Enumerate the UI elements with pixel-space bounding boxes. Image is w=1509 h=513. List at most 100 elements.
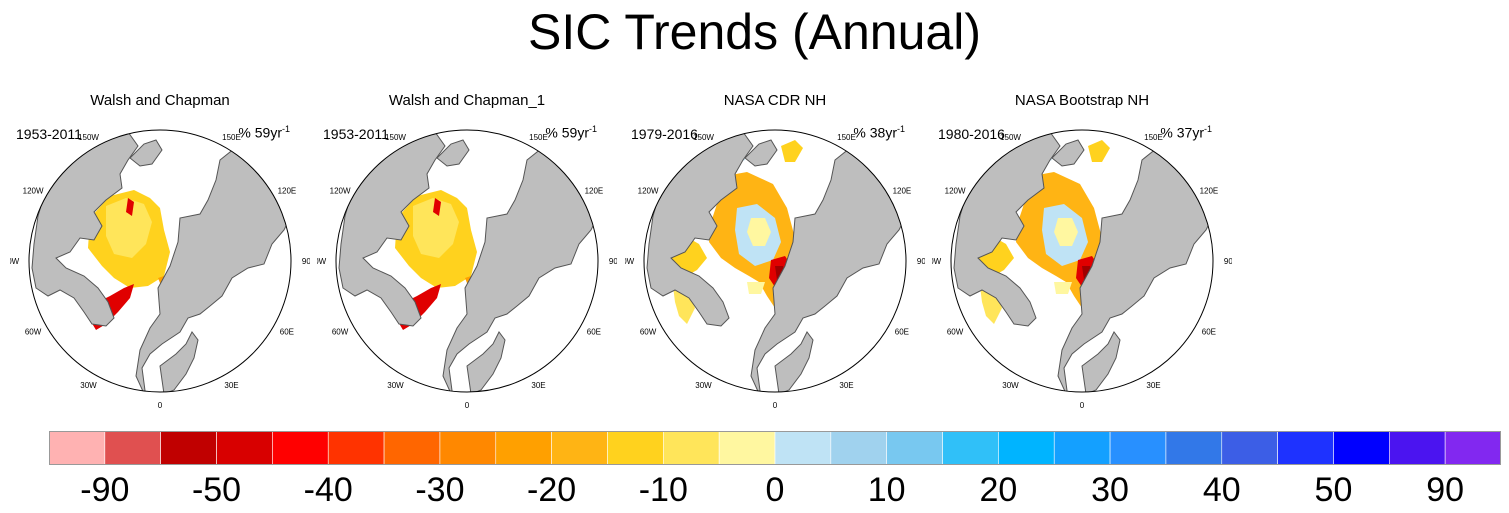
colorbar-tick-label: -90 [80,471,130,509]
longitude-label: 120E [893,187,912,196]
ice-trend-region [1054,282,1072,294]
longitude-label: 120W [330,187,351,196]
colorbar-swatch [160,431,217,465]
ice-trend-region [413,198,459,258]
ice-trend-region [433,198,441,216]
longitude-label: 60E [895,328,909,337]
colorbar-swatch [49,431,106,465]
longitude-label: 60E [587,328,601,337]
longitude-label: 60W [25,328,42,337]
longitude-label: 0 [158,401,163,408]
longitude-label: 60E [280,328,294,337]
colorbar-swatch [495,431,552,465]
longitude-label: 60E [1202,328,1216,337]
longitude-label: 180 [153,118,167,120]
panel-stat-exponent: -1 [1203,124,1212,134]
land-mass [1051,139,1085,167]
longitude-label: 30E [839,381,853,390]
land-mass [466,331,506,392]
colorbar-tick-label: 10 [867,471,906,509]
map-panel: Walsh and Chapman 1953-2011 % 59yr-1 180… [10,90,310,410]
ice-trend-region [980,286,1002,324]
longitude-label: 180 [768,118,782,120]
longitude-label: 90W [317,257,327,266]
panel-period: 1979-2016 [631,126,698,142]
colorbar-swatch [272,431,329,465]
land-mass [774,331,814,392]
longitude-label: 30E [224,381,238,390]
panel-title: Walsh and Chapman [90,92,230,109]
colorbar-tick-label: 0 [765,471,785,509]
longitude-label: 120E [1200,187,1219,196]
longitude-label: 150W [78,133,99,142]
longitude-label: 60W [947,328,964,337]
colorbar-swatch [1109,431,1167,465]
panel-period: 1953-2011 [323,126,389,142]
panel-stat: % 59yr-1 [238,124,290,141]
map-panel: NASA Bootstrap NH 1980-2016 % 37yr-1 180… [932,90,1232,410]
longitude-label: 0 [1080,401,1085,408]
land-mass [953,131,1061,327]
colorbar-swatch [551,431,608,465]
colorbar-tick-label: 90 [1426,471,1465,509]
panel-stat: % 38yr-1 [853,124,905,141]
longitude-label: 120E [278,187,297,196]
longitude-label: 90W [625,257,635,266]
land-mass [646,131,754,327]
colorbar-swatch [1277,431,1334,465]
colorbar-swatch [998,431,1055,465]
longitude-label: 0 [465,401,470,408]
colorbar-swatch [327,431,385,465]
longitude-label: 150E [222,133,241,142]
polar-map: 180 150E 120E 90E 60E 30E 0 30W 60W 90W 120W 150W [625,118,925,408]
map-panel: NASA CDR NH 1979-2016 % 38yr-1 180 150E 12… [625,90,925,410]
colorbar-swatch [886,431,943,465]
map-boundary [335,129,599,393]
ice-trend-region [1088,140,1110,162]
colorbar-frame [49,431,1501,465]
colorbar-swatch [942,431,999,465]
longitude-label: 90E [917,257,925,266]
colorbar-swatch [1221,431,1278,465]
colorbar-swatch [607,431,664,465]
panel-stat-exponent: -1 [896,124,905,134]
land-mass [338,131,446,327]
colorbar-tick-label: -30 [415,471,465,509]
ice-trend-region [781,140,803,162]
polar-map: 180 150E 120E 90E 60E 30E 0 30W 60W 90W 120W 150W [932,118,1232,408]
panel-stat-exponent: -1 [281,124,290,134]
colorbar-swatch [1389,431,1446,465]
longitude-label: 150E [529,133,548,142]
panel-stat-text: % 59yr [545,124,589,141]
colorbar-tick-label: -20 [527,471,577,509]
longitude-label: 60W [332,328,349,337]
colorbar-swatch [1444,431,1501,465]
longitude-label: 30W [695,381,712,390]
panel-stat: % 59yr-1 [545,124,597,141]
colorbar-swatch [216,431,273,465]
land-mass [744,139,778,167]
longitude-label: 90W [10,257,20,266]
colorbar-swatch [1053,431,1111,465]
longitude-label: 30W [387,381,404,390]
longitude-label: 150W [693,133,714,142]
ice-trend-region [673,286,695,324]
colorbar-tick-label: -50 [191,471,242,509]
colorbar-swatch [718,431,776,465]
panel-period: 1980-2016 [938,126,1005,142]
longitude-label: 120W [23,187,44,196]
colorbar-swatch [830,431,887,465]
colorbar-tick-label: -10 [638,471,688,509]
ice-trend-region [106,198,152,258]
colorbar [49,431,1501,465]
panel-title: NASA CDR NH [723,92,827,109]
ice-trend-region [747,218,771,246]
longitude-label: 120E [585,187,604,196]
longitude-label: 30E [531,381,545,390]
land-mass [129,139,163,167]
colorbar-swatch [774,431,832,465]
land-mass [1081,331,1121,392]
map-boundary [28,129,292,393]
longitude-label: 90E [1224,257,1232,266]
map-panel: Walsh and Chapman_1 1953-2011 % 59yr-1 1… [317,90,617,410]
